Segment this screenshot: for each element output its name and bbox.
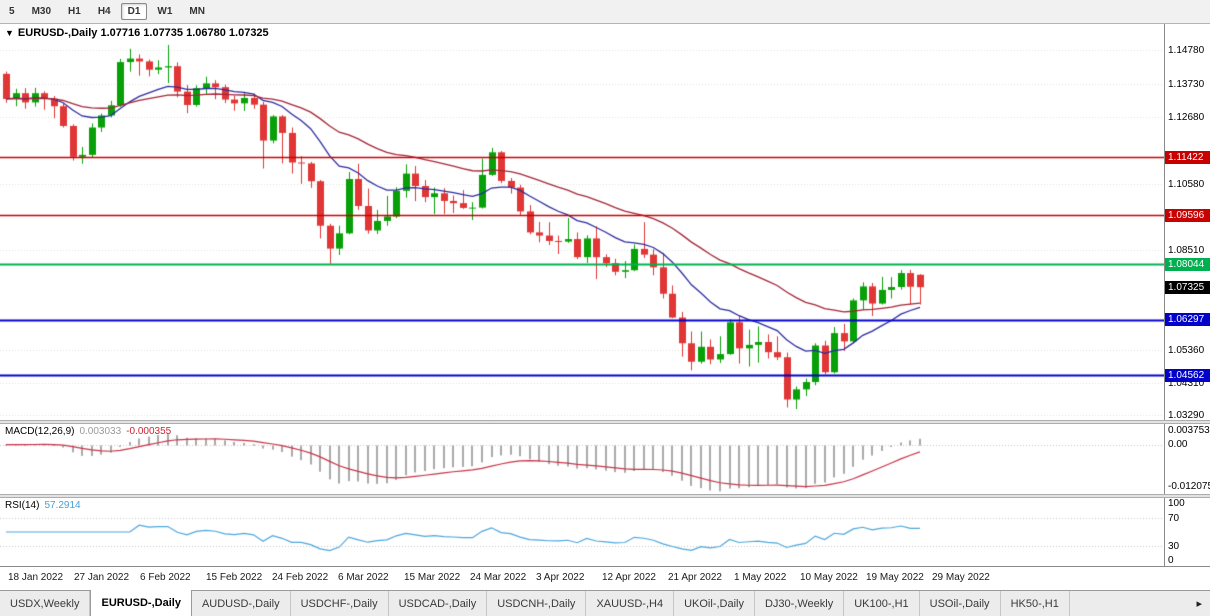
symbol-tab-usdcnh[interactable]: USDCNH-,Daily [487, 591, 587, 616]
date-label: 21 Apr 2022 [668, 572, 722, 583]
date-label: 12 Apr 2022 [602, 572, 656, 583]
date-label: 29 May 2022 [932, 572, 990, 583]
macd-label: MACD(12,26,9) 0.003033 -0.000355 [5, 426, 172, 437]
rsi-axis-label: 70 [1168, 513, 1180, 525]
price-axis-label: 1.04310 [1168, 378, 1205, 389]
rsi-pane: RSI(14) 57.2914 [0, 498, 1164, 566]
timeframe-button-m30[interactable]: M30 [31, 6, 52, 17]
timeframe-toolbar: 5 M30 H1 H4 D1 W1 MN [0, 0, 1210, 24]
price-axis-label: 1.05360 [1168, 344, 1205, 356]
hline-price-badge: 1.08044 [1165, 257, 1210, 271]
date-label: 1 May 2022 [734, 572, 787, 583]
date-label: 6 Feb 2022 [140, 572, 191, 583]
date-label: 24 Feb 2022 [272, 572, 329, 583]
date-label: 19 May 2022 [866, 572, 924, 583]
price-axis-label: 1.08510 [1168, 244, 1205, 256]
tab-scroll-arrow[interactable]: ▸ [1196, 598, 1202, 610]
hline-price-badge: 1.09596 [1165, 208, 1210, 222]
symbol-tab-usdcad[interactable]: USDCAD-,Daily [388, 591, 488, 616]
rsi-axis[interactable]: 100 70 30 0 [1164, 498, 1210, 566]
hline-price-badge: 1.11422 [1165, 150, 1210, 164]
hline-price-badge: 1.04562 [1165, 368, 1210, 382]
price-axis-label: 1.03290 [1168, 410, 1205, 422]
macd-axis-label: 0.003753 [1168, 425, 1210, 436]
time-axis[interactable]: 18 Jan 2022 27 Jan 2022 6 Feb 2022 15 Feb 2… [0, 566, 1210, 590]
symbol-tab-uk100[interactable]: UK100-,H1 [844, 591, 920, 616]
timeframe-button-mn[interactable]: MN [189, 6, 205, 17]
symbol-tab-eurusd[interactable]: EURUSD-,Daily [90, 590, 192, 616]
symbol-tab-usdchf[interactable]: USDCHF-,Daily [290, 591, 389, 616]
price-axis-label: 1.13730 [1168, 78, 1205, 90]
current-price-badge: 1.07325 [1165, 280, 1210, 294]
price-axis[interactable]: 1.14780 1.13730 1.12680 1.10580 1.08510 1.053… [1164, 24, 1210, 422]
symbol-tab-dj30[interactable]: DJ30-,Weekly [754, 591, 845, 616]
date-label: 10 May 2022 [800, 572, 858, 583]
chart-workspace: ▼ EURUSD-,Daily 1.07716 1.07735 1.06780 1… [0, 24, 1210, 590]
date-label: 6 Mar 2022 [338, 572, 389, 583]
rsi-axis-label: 30 [1168, 540, 1180, 552]
timeframe-button-h4[interactable]: H4 [97, 6, 111, 17]
price-axis-label: 1.10580 [1168, 178, 1205, 190]
pane-splitter[interactable] [0, 420, 1210, 424]
rsi-canvas[interactable] [0, 498, 1164, 566]
date-label: 24 Mar 2022 [470, 572, 527, 583]
rsi-axis-label: 0 [1168, 555, 1174, 566]
pane-splitter[interactable] [0, 494, 1210, 498]
main-chart-pane: ▼ EURUSD-,Daily 1.07716 1.07735 1.06780 1… [0, 24, 1164, 420]
timeframe-button-d1[interactable]: D1 [120, 3, 148, 20]
date-label: 15 Mar 2022 [404, 572, 461, 583]
rsi-axis-label: 100 [1168, 498, 1185, 509]
macd-axis-label: 0.00 [1168, 438, 1188, 450]
date-label: 27 Jan 2022 [74, 572, 130, 583]
price-axis-label: 1.12680 [1168, 112, 1205, 124]
symbol-tab-usoil[interactable]: USOil-,Daily [919, 591, 1001, 616]
macd-axis[interactable]: 0.003753 0.00 -0.012075 [1164, 424, 1210, 494]
date-label: 3 Apr 2022 [536, 572, 585, 583]
main-chart-canvas[interactable] [0, 24, 1164, 420]
macd-pane: MACD(12,26,9) 0.003033 -0.000355 [0, 424, 1164, 494]
chart-title: ▼ EURUSD-,Daily 1.07716 1.07735 1.06780 1… [5, 27, 269, 39]
date-label: 18 Jan 2022 [8, 572, 64, 583]
chart-symbol-label: EURUSD-,Daily [17, 27, 98, 39]
symbol-tab-audusd[interactable]: AUDUSD-,Daily [191, 591, 291, 616]
symbol-tabbar: USDX,Weekly EURUSD-,Daily AUDUSD-,Daily USD… [0, 590, 1210, 616]
symbol-tab-hk50[interactable]: HK50-,H1 [1000, 591, 1070, 616]
timeframe-button-w1[interactable]: W1 [157, 6, 173, 17]
symbol-tab-usdx[interactable]: USDX,Weekly [0, 591, 91, 616]
timeframe-button-5[interactable]: 5 [9, 6, 15, 17]
symbol-tab-ukoil[interactable]: UKOil-,Daily [674, 591, 755, 616]
date-label: 15 Feb 2022 [206, 572, 263, 583]
macd-axis-label: -0.012075 [1168, 481, 1210, 492]
symbol-tab-xauusd[interactable]: XAUUSD-,H4 [586, 591, 675, 616]
symbol-tabs: USDX,Weekly EURUSD-,Daily AUDUSD-,Daily USD… [0, 590, 1070, 616]
chart-ohlc-values: 1.07716 1.07735 1.06780 1.07325 [100, 27, 269, 39]
price-axis-label: 1.14780 [1168, 45, 1205, 57]
macd-value-main: 0.003033 [79, 426, 122, 437]
macd-canvas[interactable] [0, 424, 1164, 494]
chart-menu-icon[interactable]: ▼ [5, 28, 14, 38]
rsi-label: RSI(14) 57.2914 [5, 500, 81, 511]
timeframe-button-h1[interactable]: H1 [68, 6, 81, 17]
rsi-value: 57.2914 [44, 500, 81, 511]
macd-value-signal: -0.000355 [126, 426, 172, 437]
hline-price-badge: 1.06297 [1165, 313, 1210, 327]
